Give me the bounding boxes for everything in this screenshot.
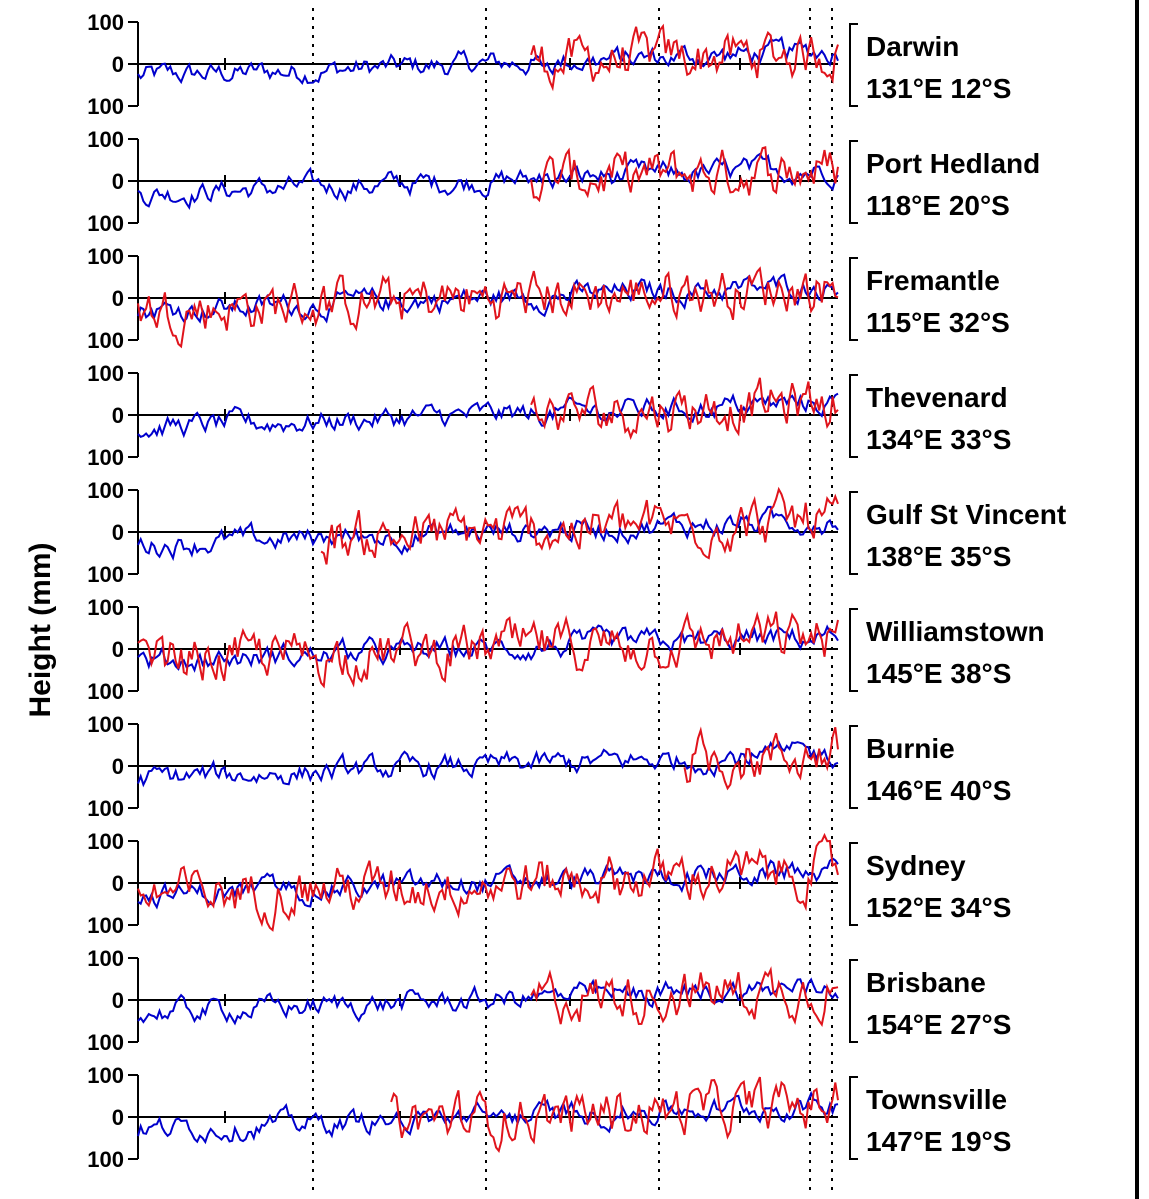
panel-tick-label: 100 [87,1063,124,1088]
panel-sydney: 100 0 100 Sydney 152°E 34°S [87,829,1011,938]
station-coords: 154°E 27°S [866,1009,1011,1040]
panel-tick-label: 100 [87,913,124,938]
panel-bracket [849,374,858,458]
panel-townsville: 100 0 100 Townsville 147°E 19°S [87,1063,1011,1172]
station-name: Williamstown [866,616,1045,647]
panel-bracket [849,608,858,692]
panel-tick-label: 0 [112,52,124,77]
panel-tick-label: 100 [87,829,124,854]
panel-tick-label: 0 [112,871,124,896]
station-coords: 147°E 19°S [866,1126,1011,1157]
panel-thevenard: 100 0 100 Thevenard 134°E 33°S [87,361,1011,470]
panel-tick-label: 0 [112,988,124,1013]
red-series-line [683,726,839,791]
panel-tick-label: 0 [112,403,124,428]
panel-bracket [849,140,858,224]
panel-tick-label: 100 [87,10,124,35]
panel-tick-label: 100 [87,94,124,119]
red-series-line [530,966,839,1027]
panel-tick-label: 100 [87,328,124,353]
station-name: Darwin [866,31,959,62]
station-name: Fremantle [866,265,1000,296]
station-name: Sydney [866,850,966,881]
red-series-line [530,145,839,203]
panel-tick-label: 100 [87,1030,124,1055]
panel-bracket [849,1076,858,1160]
blue-series-line [137,977,839,1026]
red-series-line [137,611,839,689]
panel-tick-label: 100 [87,679,124,704]
red-series-line [530,377,839,440]
station-coords: 115°E 32°S [866,307,1010,338]
station-coords: 145°E 38°S [866,658,1011,689]
panel-bracket [849,725,858,809]
station-coords: 138°E 35°S [866,541,1011,572]
panel-burnie: 100 0 100 Burnie 146°E 40°S [87,712,1011,821]
panel-williamstown: 100 0 100 Williamstown 145°E 38°S [87,595,1044,704]
blue-series-line [137,152,839,210]
panel-tick-label: 0 [112,1105,124,1130]
station-coords: 146°E 40°S [866,775,1011,806]
red-series-line [137,832,839,932]
panel-bracket [849,23,858,107]
station-name: Burnie [866,733,955,764]
panel-tick-label: 100 [87,1147,124,1172]
station-name: Gulf St Vincent [866,499,1066,530]
panel-tick-label: 100 [87,361,124,386]
red-series-line [137,266,839,349]
panel-tick-label: 100 [87,796,124,821]
panel-bracket [849,257,858,341]
panel-tick-label: 0 [112,286,124,311]
panel-port-hedland: 100 0 100 Port Hedland 118°E 20°S [87,127,1040,236]
red-series-line [530,23,839,92]
panel-tick-label: 100 [87,712,124,737]
panel-tick-label: 100 [87,595,124,620]
y-axis-label: Height (mm) [24,543,57,718]
panel-tick-label: 100 [87,127,124,152]
panel-bracket [849,491,858,575]
panel-tick-label: 100 [87,946,124,971]
panel-tick-label: 0 [112,637,124,662]
panel-tick-label: 100 [87,445,124,470]
station-name: Townsville [866,1084,1007,1115]
panel-tick-label: 100 [87,562,124,587]
station-coords: 152°E 34°S [866,892,1011,923]
panel-fremantle: 100 0 100 Fremantle 115°E 32°S [87,244,1010,353]
panel-brisbane: 100 0 100 Brisbane 154°E 27°S [87,946,1011,1055]
panel-gulf-st-vincent: 100 0 100 Gulf St Vincent 138°E 35°S [87,478,1066,587]
blue-series-line [137,857,839,910]
blue-series-line [137,392,839,439]
panel-tick-label: 0 [112,520,124,545]
station-name: Brisbane [866,967,986,998]
station-coords: 118°E 20°S [866,190,1010,221]
panel-tick-label: 100 [87,478,124,503]
station-coords: 134°E 33°S [866,424,1011,455]
blue-series-line [137,35,839,86]
panel-bracket [849,842,858,926]
panel-bracket [849,959,858,1043]
panel-tick-label: 100 [87,244,124,269]
station-coords: 131°E 12°S [866,73,1011,104]
panel-tick-label: 0 [112,169,124,194]
panel-tick-label: 0 [112,754,124,779]
panel-darwin: 100 0 100 Darwin 131°E 12°S [87,10,1011,119]
panel-tick-label: 100 [87,211,124,236]
station-name: Port Hedland [866,148,1040,179]
station-panels: 100 0 100 Darwin 131°E 12°S 100 0 100 Port Hedla… [87,10,1066,1172]
station-name: Thevenard [866,382,1008,413]
blue-series-line [137,740,839,788]
red-series-line [390,1076,839,1153]
red-series-line [320,486,839,565]
